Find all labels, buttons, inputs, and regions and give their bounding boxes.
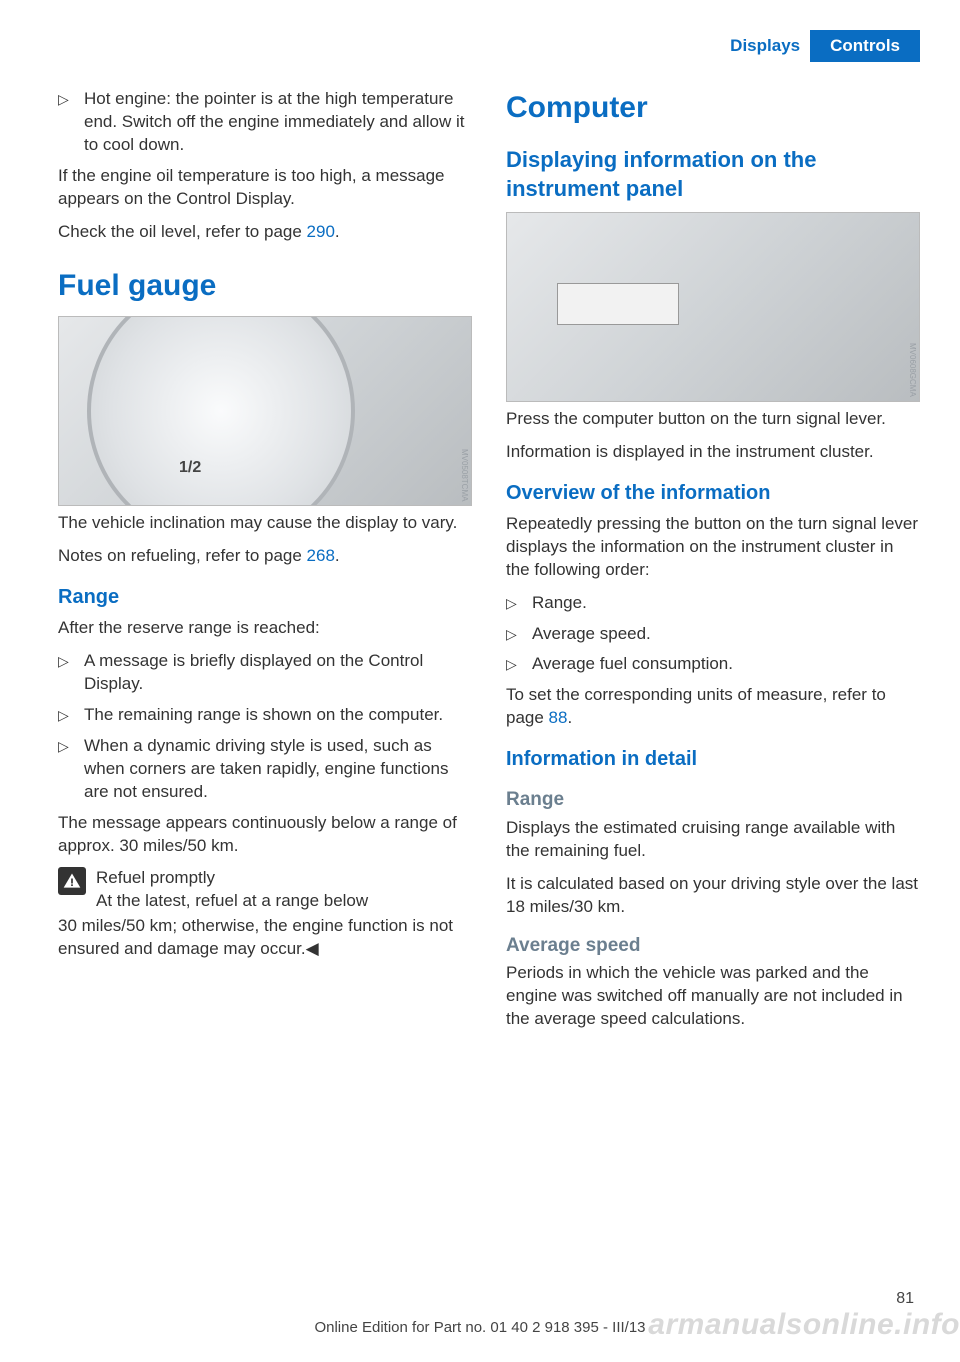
bullet-icon: ▷	[58, 88, 84, 157]
bullet-icon: ▷	[58, 650, 84, 696]
press-button-text: Press the computer button on the turn si…	[506, 408, 920, 431]
left-column: ▷ Hot engine: the pointer is at the high…	[58, 88, 472, 1282]
inclination-note: The vehicle inclination may cause the di…	[58, 512, 472, 535]
footer-line: Online Edition for Part no. 01 40 2 918 …	[0, 1319, 960, 1336]
warning-icon	[58, 867, 86, 895]
fuel-gauge-figure: MV0508TCMA	[58, 316, 472, 506]
list-item: ▷ Range.	[506, 592, 920, 615]
list-item: ▷ Average fuel consumption.	[506, 653, 920, 676]
list-item: ▷ When a dynamic driving style is used, …	[58, 735, 472, 804]
page-number: 81	[896, 1290, 914, 1308]
header-section: Displays	[720, 30, 810, 62]
list-item: ▷ Hot engine: the pointer is at the high…	[58, 88, 472, 157]
avg-speed-text: Periods in which the vehicle was parked …	[506, 962, 920, 1031]
check-oil-level: Check the oil level, refer to page 290.	[58, 221, 472, 244]
page-link-268[interactable]: 268	[307, 546, 335, 565]
turn-signal-figure: MV0608GCMA	[506, 212, 920, 402]
display-info-heading: Displaying information on the instrument…	[506, 145, 920, 204]
range-detail-p1: Displays the estimated cruising range av…	[506, 817, 920, 863]
check-oil-post: .	[335, 222, 340, 241]
bullet-icon: ▷	[58, 704, 84, 727]
range-intro: After the reserve range is reached:	[58, 617, 472, 640]
bullet-icon: ▷	[506, 623, 532, 646]
list-item: ▷ A message is briefly displayed on the …	[58, 650, 472, 696]
list-item: ▷ The remaining range is shown on the co…	[58, 704, 472, 727]
refuel-post: .	[335, 546, 340, 565]
check-oil-pre: Check the oil level, refer to page	[58, 222, 307, 241]
refueling-note: Notes on refueling, refer to page 268.	[58, 545, 472, 568]
avg-speed-heading: Average speed	[506, 933, 920, 959]
warn-title: Refuel promptly	[96, 867, 472, 890]
right-column: Computer Displaying information on the i…	[506, 88, 920, 1282]
warn-line2: At the latest, refuel at a range below	[96, 890, 472, 913]
page-link-88[interactable]: 88	[549, 708, 568, 727]
overview-item-2: Average speed.	[532, 623, 920, 646]
range-detail-p2: It is calculated based on your driving s…	[506, 873, 920, 919]
computer-heading: Computer	[506, 88, 920, 129]
range-item-3: When a dynamic driving style is used, su…	[84, 735, 472, 804]
header-tabs: Displays Controls	[720, 30, 920, 62]
overview-intro: Repeatedly pressing the button on the tu…	[506, 513, 920, 582]
units-note: To set the corresponding units of measur…	[506, 684, 920, 730]
range-item-1: A message is briefly displayed on the Co…	[84, 650, 472, 696]
overview-heading: Overview of the information	[506, 480, 920, 507]
overview-item-3: Average fuel consumption.	[532, 653, 920, 676]
list-item: ▷ Average speed.	[506, 623, 920, 646]
refuel-pre: Notes on refueling, refer to page	[58, 546, 307, 565]
units-post: .	[567, 708, 572, 727]
figure-code: MV0508TCMA	[458, 449, 469, 501]
warn-body: 30 miles/50 km; otherwise, the engine fu…	[58, 915, 472, 961]
info-displayed-text: Information is displayed in the instrume…	[506, 441, 920, 464]
bullet-icon: ▷	[58, 735, 84, 804]
header-chapter: Controls	[810, 30, 920, 62]
hot-engine-text: Hot engine: the pointer is at the high t…	[84, 88, 472, 157]
figure-code: MV0608GCMA	[906, 343, 917, 397]
range-continuous: The message appears continuously below a…	[58, 812, 472, 858]
range-item-2: The remaining range is shown on the comp…	[84, 704, 472, 727]
warning-block: Refuel promptly At the latest, refuel at…	[58, 867, 472, 961]
range-heading: Range	[58, 584, 472, 611]
two-column-layout: ▷ Hot engine: the pointer is at the high…	[58, 88, 920, 1282]
range-detail-heading: Range	[506, 787, 920, 813]
oil-temp-message: If the engine oil temperature is too hig…	[58, 165, 472, 211]
overview-item-1: Range.	[532, 592, 920, 615]
info-detail-heading: Information in detail	[506, 746, 920, 773]
bullet-icon: ▷	[506, 592, 532, 615]
bullet-icon: ▷	[506, 653, 532, 676]
page-link-290[interactable]: 290	[307, 222, 335, 241]
fuel-gauge-heading: Fuel gauge	[58, 266, 472, 307]
